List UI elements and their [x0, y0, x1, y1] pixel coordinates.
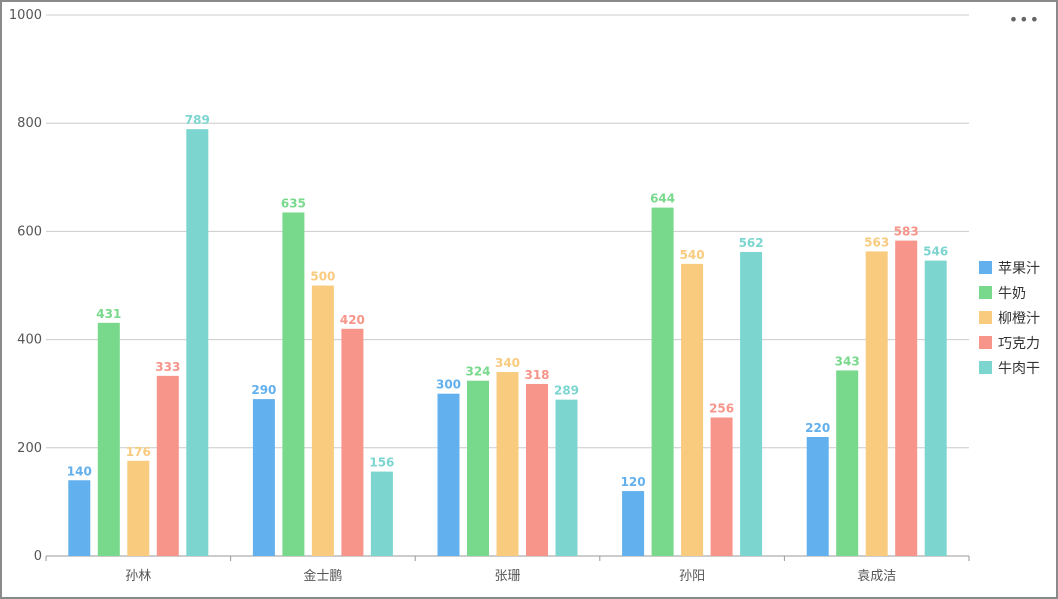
bar[interactable] — [186, 129, 209, 556]
bar[interactable] — [806, 436, 829, 556]
bar[interactable] — [651, 207, 674, 556]
bar[interactable] — [68, 480, 91, 556]
x-tick-label: 张珊 — [494, 569, 520, 584]
bar[interactable] — [924, 260, 947, 556]
data-label: 290 — [251, 383, 276, 397]
y-tick-label: 1000 — [9, 8, 42, 23]
data-label: 176 — [126, 445, 151, 459]
legend-label[interactable]: 巧克力 — [998, 336, 1040, 352]
bar[interactable] — [127, 460, 150, 556]
data-label: 140 — [67, 464, 92, 478]
y-tick-label: 400 — [17, 333, 42, 348]
y-tick-label: 600 — [17, 224, 42, 239]
data-label: 220 — [805, 421, 830, 435]
data-label: 420 — [340, 313, 365, 327]
data-label: 289 — [554, 384, 579, 398]
data-label: 256 — [709, 402, 734, 416]
bar[interactable] — [710, 417, 733, 556]
bar[interactable] — [370, 471, 393, 556]
bar[interactable] — [437, 393, 460, 556]
data-label: 300 — [436, 378, 461, 392]
bar[interactable] — [156, 375, 179, 556]
data-label: 324 — [465, 365, 490, 379]
bar[interactable] — [282, 212, 305, 556]
data-label: 583 — [894, 225, 919, 239]
data-label: 340 — [495, 356, 520, 370]
x-tick-label: 袁成洁 — [857, 569, 896, 584]
legend-swatch[interactable] — [979, 361, 992, 374]
legend-swatch[interactable] — [979, 311, 992, 324]
more-dots-icon: ••• — [1008, 10, 1040, 29]
data-label: 789 — [185, 113, 210, 127]
bar[interactable] — [836, 370, 859, 556]
bar[interactable] — [467, 380, 489, 556]
data-label: 156 — [369, 456, 394, 470]
data-label: 546 — [923, 245, 948, 259]
data-label: 120 — [621, 475, 646, 489]
legend-label[interactable]: 苹果汁 — [998, 261, 1040, 277]
bar[interactable] — [526, 383, 548, 556]
x-tick-label: 孙阳 — [679, 569, 705, 584]
bar[interactable] — [895, 240, 918, 557]
x-tick-label: 孙林 — [125, 569, 151, 584]
bar[interactable] — [681, 263, 704, 556]
data-label: 333 — [155, 360, 180, 374]
legend-label[interactable]: 柳橙汁 — [998, 310, 1040, 327]
bar[interactable] — [740, 251, 763, 556]
legend-swatch[interactable] — [979, 286, 992, 299]
data-label: 562 — [739, 236, 764, 250]
bar[interactable] — [341, 328, 364, 556]
bar[interactable] — [622, 491, 645, 556]
data-label: 644 — [650, 192, 675, 206]
data-label: 635 — [281, 196, 306, 210]
data-label: 318 — [524, 368, 549, 382]
y-tick-label: 0 — [34, 549, 42, 564]
legend-swatch[interactable] — [979, 261, 992, 274]
bar[interactable] — [865, 251, 888, 557]
bar[interactable] — [311, 285, 334, 557]
y-tick-label: 200 — [17, 441, 42, 456]
data-label: 500 — [310, 270, 335, 284]
legend-label[interactable]: 牛肉干 — [998, 361, 1040, 377]
data-label: 540 — [680, 248, 705, 262]
more-options-button[interactable]: ••• — [1009, 12, 1040, 28]
data-label: 431 — [96, 307, 121, 321]
legend-label[interactable]: 牛奶 — [998, 286, 1026, 302]
data-label: 563 — [864, 235, 889, 249]
y-tick-label: 800 — [17, 116, 42, 131]
bar[interactable] — [97, 322, 120, 556]
data-label: 343 — [835, 354, 860, 368]
bar[interactable] — [496, 372, 519, 556]
x-tick-label: 金士鹏 — [303, 568, 342, 584]
bar[interactable] — [555, 399, 578, 556]
legend-swatch[interactable] — [979, 336, 992, 349]
bar[interactable] — [252, 399, 275, 556]
